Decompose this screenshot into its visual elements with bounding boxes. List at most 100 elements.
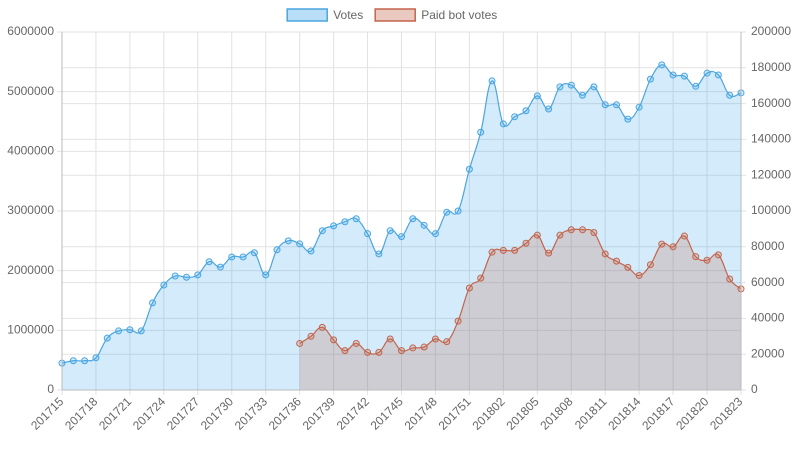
point <box>624 115 632 123</box>
point <box>352 339 360 347</box>
point <box>522 239 530 247</box>
y2-tick-label: 200000 <box>751 24 791 38</box>
point <box>613 257 621 265</box>
point <box>488 77 496 85</box>
point <box>726 91 734 99</box>
y2-tick-label: 160000 <box>751 96 791 110</box>
y-tick-label: 1000000 <box>7 323 54 337</box>
point <box>103 334 111 342</box>
y2-tick-label: 120000 <box>751 167 791 181</box>
point <box>386 335 394 343</box>
point <box>646 75 654 83</box>
point <box>92 354 100 362</box>
point <box>443 208 451 216</box>
point <box>296 339 304 347</box>
x-tick-label: 201742 <box>334 394 372 432</box>
y-tick-label: 5000000 <box>7 84 54 98</box>
x-tick-label: 201724 <box>130 394 168 432</box>
point <box>228 253 236 261</box>
point <box>420 221 428 229</box>
point <box>341 218 349 226</box>
point <box>567 81 575 89</box>
point <box>692 82 700 90</box>
point <box>488 248 496 256</box>
legend-label: Votes <box>333 8 363 22</box>
point <box>69 357 77 365</box>
point <box>477 128 485 136</box>
point <box>579 226 587 234</box>
x-tick-label: 201721 <box>96 394 134 432</box>
point <box>703 256 711 264</box>
point <box>307 247 315 255</box>
point <box>726 275 734 283</box>
point <box>669 243 677 251</box>
point <box>352 215 360 223</box>
point <box>635 103 643 111</box>
point <box>511 113 519 121</box>
point <box>262 271 270 279</box>
point <box>646 261 654 269</box>
point <box>364 230 372 238</box>
point <box>635 271 643 279</box>
legend: Votes Paid bot votes <box>286 8 497 22</box>
point <box>658 61 666 69</box>
point <box>579 91 587 99</box>
x-tick-label: 201808 <box>537 394 575 432</box>
y2-tick-label: 0 <box>751 382 758 396</box>
point <box>239 253 247 261</box>
point <box>703 69 711 77</box>
y2-tick-label: 60000 <box>751 275 785 289</box>
x-tick-label: 201817 <box>639 394 677 432</box>
point <box>556 83 564 91</box>
x-tick-label: 201811 <box>572 394 610 432</box>
legend-label: Paid bot votes <box>421 8 497 22</box>
x-tick-label: 201733 <box>232 394 270 432</box>
y2-tick-label: 180000 <box>751 60 791 74</box>
point <box>567 226 575 234</box>
y2-tick-label: 100000 <box>751 203 791 217</box>
point <box>601 250 609 258</box>
point <box>454 207 462 215</box>
y-tick-label: 6000000 <box>7 24 54 38</box>
y-tick-label: 0 <box>47 382 54 396</box>
point <box>590 83 598 91</box>
point <box>216 263 224 271</box>
point <box>499 246 507 254</box>
x-tick-label: 201727 <box>164 394 202 432</box>
point <box>375 348 383 356</box>
x-tick-label: 201745 <box>368 394 406 432</box>
point <box>545 105 553 113</box>
point <box>375 250 383 258</box>
y-tick-label: 3000000 <box>7 203 54 217</box>
point <box>398 233 405 241</box>
legend-swatch <box>374 8 416 22</box>
point <box>465 165 473 173</box>
point <box>171 272 179 280</box>
point <box>194 271 202 279</box>
point <box>465 284 473 292</box>
x-tick-label: 201805 <box>503 394 541 432</box>
point <box>296 240 304 248</box>
legend-swatch <box>286 8 328 22</box>
y-tick-label: 2000000 <box>7 263 54 277</box>
point <box>522 107 530 115</box>
point <box>115 327 123 335</box>
point <box>511 246 519 254</box>
point <box>601 101 609 109</box>
point <box>477 274 485 282</box>
x-tick-label: 201814 <box>605 394 643 432</box>
x-tick-label: 201718 <box>62 394 100 432</box>
point <box>533 92 541 100</box>
x-tick-label: 201736 <box>266 394 304 432</box>
point <box>284 237 292 245</box>
y2-tick-label: 140000 <box>751 132 791 146</box>
point <box>658 240 666 248</box>
point <box>205 258 213 266</box>
point <box>318 227 326 235</box>
point <box>499 120 507 128</box>
point <box>692 253 700 261</box>
y2-tick-label: 80000 <box>751 239 785 253</box>
point <box>330 222 338 230</box>
y2-tick-label: 40000 <box>751 311 785 325</box>
point <box>341 347 349 355</box>
